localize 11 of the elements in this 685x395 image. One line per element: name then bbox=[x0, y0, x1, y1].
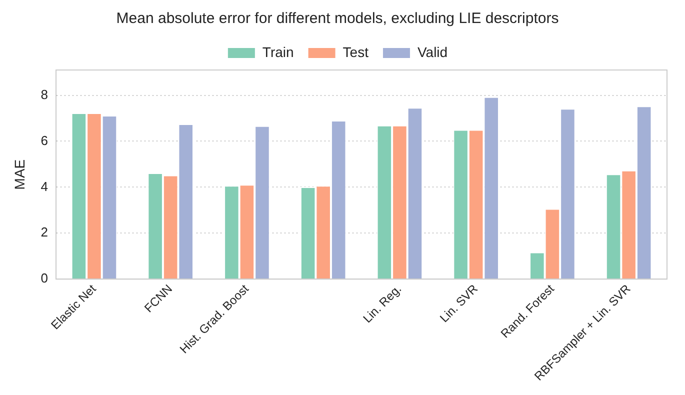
y-tick-label: 6 bbox=[40, 132, 48, 148]
y-axis-title: MAE bbox=[11, 159, 28, 190]
legend-label: Train bbox=[262, 44, 294, 60]
y-tick-label: 2 bbox=[40, 224, 48, 240]
y-tick-label: 8 bbox=[40, 86, 48, 102]
legend-label: Valid bbox=[417, 44, 448, 60]
legend-label: Test bbox=[342, 44, 369, 60]
y-tick-label: 4 bbox=[40, 178, 48, 194]
x-tick-label: Lin. Reg. bbox=[360, 282, 404, 326]
chart-title: Mean absolute error for different models, excluding LIE descriptors bbox=[116, 10, 559, 28]
y-tick-label: 0 bbox=[40, 270, 48, 286]
